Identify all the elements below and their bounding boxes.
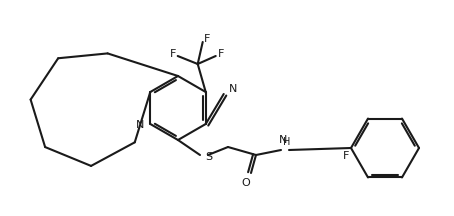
Text: F: F <box>343 151 349 161</box>
Text: N: N <box>279 135 287 145</box>
Text: F: F <box>169 49 176 59</box>
Text: F: F <box>217 49 224 59</box>
Text: O: O <box>242 178 250 188</box>
Text: S: S <box>205 152 212 162</box>
Text: N: N <box>229 84 237 94</box>
Text: H: H <box>283 137 291 147</box>
Text: N: N <box>136 120 144 130</box>
Text: F: F <box>203 34 210 44</box>
